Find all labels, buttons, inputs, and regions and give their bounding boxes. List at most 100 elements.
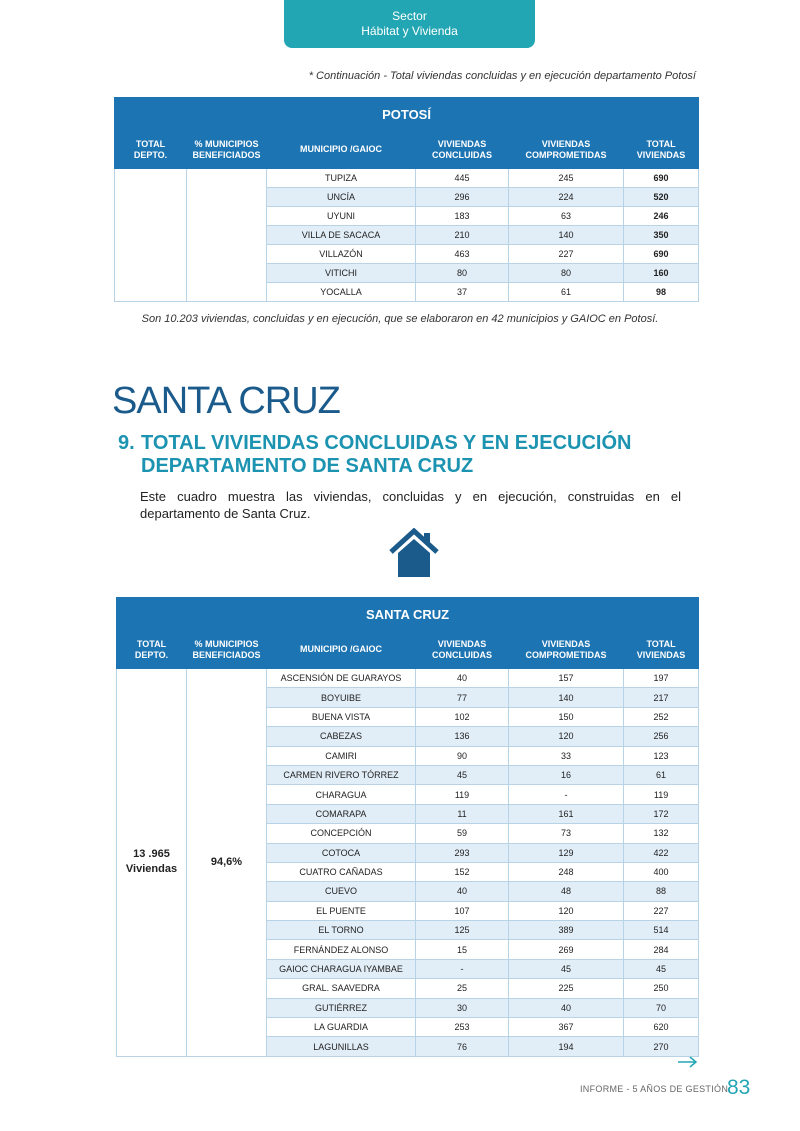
description: Este cuadro muestra las viviendas, concl… (140, 489, 681, 521)
cell-value: 90 (415, 745, 509, 766)
cell-value: 248 (508, 861, 624, 883)
cell-value: 270 (622, 1036, 700, 1057)
municipio: VILLA DE SACACA (266, 225, 416, 245)
cell-value: 88 (622, 881, 700, 902)
cell-value: 140 (508, 225, 624, 245)
cell-value: 45 (415, 764, 509, 786)
table-row: VILLAZÓN 463 227 690 (115, 244, 700, 264)
municipio: CABEZAS (266, 726, 416, 747)
cell-value: 80 (508, 263, 624, 283)
column-header: MUNICIPIO /GAIOC (266, 630, 416, 669)
column-header: VIVIENDAS COMPROMETIDAS (508, 130, 624, 169)
heading-line: TOTAL VIVIENDAS CONCLUIDAS Y EN EJECUCIÓ… (141, 432, 632, 454)
cell-value: - (508, 784, 624, 805)
column-header-line: COMPROMETIDAS (525, 149, 607, 160)
header-row: TOTAL DEPTO.% MUNICIPIOS BENEFICIADOS MUNIC… (116, 630, 700, 669)
next-arrow (678, 1056, 698, 1068)
municipio: COMARAPA (266, 803, 416, 825)
table-row: UYUNI 183 63 246 (115, 206, 700, 226)
table-row: GUTIÉRREZ 30 40 70 (117, 997, 700, 1019)
municipio: CUATRO CAÑADAS (266, 861, 416, 883)
column-header-line: % MUNICIPIOS (194, 138, 259, 149)
municipio: GAIOC CHARAGUA IYAMBAE (266, 958, 416, 980)
cell-value: 136 (415, 726, 509, 747)
column-header: TOTAL DEPTO. (114, 130, 187, 169)
column-header-line: MUNICIPIO /GAIOC (299, 644, 382, 654)
cell-value: 157 (508, 667, 624, 689)
table-row: BUENA VISTA 102 150 252 (117, 706, 700, 728)
cell-value: 246 (622, 206, 700, 226)
municipio: VITICHI (266, 263, 416, 283)
column-header-line: DEPTO. (133, 149, 168, 160)
column-header: % MUNICIPIOS BENEFICIADOS (186, 630, 267, 669)
sector-label: Sector (392, 9, 427, 23)
cell-value: 30 (415, 997, 509, 1019)
cell-value: 40 (415, 881, 509, 902)
table-row: FERNÁNDEZ ALONSO 15 269 284 (117, 939, 700, 960)
potosi-table: POTOSÍ TOTAL DEPTO.% MUNICIPIOS BENEFICIAD… (113, 97, 700, 302)
cell-value: 40 (508, 997, 624, 1019)
cell-value: - (415, 958, 509, 980)
municipio: EL PUENTE (266, 900, 416, 922)
table-row: 13 .965 Viviendas 94,6% ASCENSIÓN DE GUARAY… (116, 667, 700, 1057)
column-header-line: DEPTO. (134, 649, 169, 660)
cell-value: 690 (622, 168, 700, 188)
cell-value: 119 (415, 784, 509, 805)
table-row: BOYUIBE 77 140 217 (117, 687, 700, 708)
cell-value: 48 (508, 881, 624, 902)
cell-value: 63 (508, 206, 624, 226)
cell-value: 150 (508, 706, 624, 728)
santa-cruz-table: SANTA CRUZ TOTAL DEPTO.% MUNICIPIOS BENEFI… (115, 597, 700, 1057)
table-title: POTOSÍ (113, 97, 700, 131)
percent-cell (186, 168, 267, 302)
cell-value: 284 (622, 939, 700, 960)
heading-number: 9. (118, 432, 135, 454)
table-body: TUPIZA 445 245 690 UNCÍA 296 224 520 UYUNI 183 63 2… (114, 168, 700, 302)
cell-value: 107 (415, 900, 509, 922)
column-header-line: VIVIENDAS (541, 138, 591, 149)
column-header-line: TOTAL (646, 638, 676, 649)
cell-value: 225 (508, 978, 624, 999)
cell-value: 224 (508, 187, 624, 207)
cell-value: 293 (415, 842, 509, 863)
table-row: COMARAPA 11 161 172 (117, 803, 700, 825)
municipio: CUEVO (266, 881, 416, 902)
municipio: YOCALLA (266, 282, 416, 302)
subsector-label: Hábitat y Vivienda (361, 24, 458, 38)
column-header-line: VIVIENDAS (541, 638, 591, 649)
column-header: % MUNICIPIOS BENEFICIADOS (186, 130, 267, 169)
municipio: CONCEPCIÓN (266, 823, 416, 844)
table-row: TUPIZA 445 245 690 (114, 168, 700, 302)
municipio: LA GUARDIA (266, 1017, 416, 1038)
percent-cell: 94,6% (186, 668, 267, 1057)
cell-value: 245 (508, 168, 624, 188)
cell-value: 125 (415, 920, 509, 941)
column-header-line: BENEFICIADOS (192, 149, 261, 160)
summary: Son 10.203 viviendas, concluidas y en ej… (141, 313, 659, 325)
municipio: CAMIRI (266, 745, 416, 766)
column-header-line: COMPROMETIDAS (525, 649, 607, 660)
cell-value: 445 (415, 168, 509, 188)
cell-value: 400 (622, 861, 700, 883)
column-header-line: TOTAL (136, 638, 167, 649)
column-header: VIVIENDAS CONCLUIDAS (415, 130, 509, 169)
cell-value: 620 (622, 1017, 700, 1038)
total-depto: 13 .965 (133, 848, 170, 861)
column-header: VIVIENDAS CONCLUIDAS (415, 630, 509, 669)
cell-value: 296 (415, 187, 509, 207)
cell-value: 120 (508, 726, 624, 747)
column-header-line: CONCLUIDAS (432, 149, 492, 160)
column-header: TOTAL VIVIENDAS (622, 630, 700, 669)
municipio: LAGUNILLAS (266, 1036, 416, 1057)
table-row: EL TORNO 125 389 514 (117, 920, 700, 941)
municipio: CHARAGUA (266, 784, 416, 805)
cell-value: 253 (415, 1017, 509, 1038)
cell-value: 119 (622, 784, 700, 805)
table-row: VITICHI 80 80 160 (115, 263, 700, 283)
total-depto-cell: 13 .965 Viviendas (116, 668, 187, 1057)
cell-value: 520 (622, 187, 700, 207)
column-header-line: BENEFICIADOS (192, 649, 261, 660)
column-header-line: VIVIENDAS (437, 638, 487, 649)
cell-value: 227 (508, 244, 624, 264)
